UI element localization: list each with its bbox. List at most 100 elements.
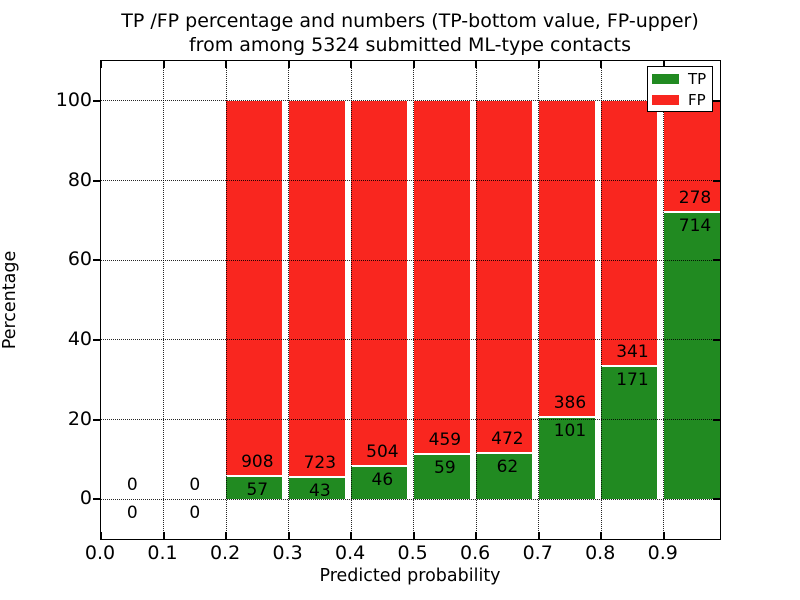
x-tick-bottom — [225, 532, 228, 539]
fp-legend-swatch — [652, 94, 679, 105]
x-tick-label: 0.5 — [397, 542, 428, 564]
bar-segment-fp — [538, 100, 595, 417]
tp-count-label: 714 — [678, 216, 712, 237]
x-tick-bottom — [162, 532, 165, 539]
fp-count-label: 504 — [366, 441, 399, 462]
tp-count-label: 0 — [126, 503, 138, 524]
fp-count-label: 278 — [678, 188, 712, 209]
bar-segment-tp — [663, 212, 720, 500]
bar-segment-tp — [476, 452, 533, 500]
y-tick-right — [713, 498, 720, 501]
y-tick-left — [93, 259, 101, 262]
fp-count-label: 459 — [428, 429, 462, 450]
x-tick-bottom — [600, 532, 603, 539]
fp-count-label: 908 — [241, 451, 274, 472]
bar-segment-fp — [413, 100, 470, 454]
x-gridline — [600, 61, 602, 539]
bar-segment-fp — [601, 100, 658, 367]
y-axis-label: Percentage — [0, 250, 20, 350]
x-tick-top — [600, 61, 603, 68]
bar-segment-tp — [601, 366, 658, 500]
y-tick-label: 100 — [55, 88, 92, 111]
y-gridline — [101, 100, 720, 102]
y-gridline — [101, 498, 720, 500]
tp-count-label: 101 — [553, 420, 587, 441]
x-tick-label: 0.2 — [209, 542, 241, 564]
fp-count-label: 0 — [189, 475, 201, 496]
bar-segment-tp — [288, 476, 345, 500]
fp-count-label: 0 — [126, 475, 138, 496]
legend-label: FP — [688, 90, 706, 109]
fp-count-label: 386 — [553, 392, 587, 413]
x-tick-top — [475, 61, 478, 68]
bar-segment-tp — [538, 416, 595, 500]
plot-area: 0 0 0 0 908 57 723 43 504 46 459 59 472 62 386 101 341 17… — [93, 60, 721, 540]
bar-segment-tp — [413, 453, 470, 500]
x-tick-label: 0.1 — [147, 542, 178, 564]
x-tick-label: 0.8 — [585, 542, 616, 564]
legend-label: TP — [688, 69, 707, 88]
x-tick-top — [537, 61, 540, 68]
chart-title: TP /FP percentage and numbers (TP-bottom… — [100, 9, 720, 57]
x-tick-top — [412, 61, 415, 68]
tp-legend-swatch — [652, 73, 679, 84]
y-tick-label: 80 — [67, 168, 92, 191]
bar-segment-fp — [663, 100, 720, 213]
tp-count-label: 0 — [189, 503, 201, 524]
y-tick-label: 0 — [79, 487, 92, 510]
x-gridline — [413, 61, 415, 539]
y-tick-right — [713, 99, 720, 102]
tp-count-label: 57 — [246, 479, 269, 500]
y-tick-left — [93, 498, 101, 501]
legend: TP FP — [647, 66, 713, 112]
bar-stack-divider — [288, 475, 345, 478]
x-tick-top — [100, 61, 102, 68]
y-tick-label: 60 — [67, 248, 92, 271]
fp-count-label: 341 — [616, 342, 649, 363]
tp-count-label: 43 — [309, 480, 331, 501]
bar-stack-divider — [226, 474, 283, 477]
y-gridline — [101, 419, 720, 420]
x-tick-bottom — [662, 532, 665, 539]
bar-segment-tp — [226, 475, 283, 500]
x-tick-top — [162, 61, 165, 68]
y-tick-right — [713, 418, 720, 421]
fp-count-label: 723 — [303, 452, 337, 473]
bar-segment-fp — [351, 100, 408, 466]
tp-count-label: 62 — [496, 456, 519, 477]
y-gridline — [101, 259, 720, 261]
y-tick-left — [93, 338, 101, 341]
x-gridline — [288, 61, 290, 539]
x-tick-bottom — [287, 532, 290, 539]
y-gridline — [101, 339, 720, 341]
bar-stack-divider — [413, 452, 470, 455]
x-tick-top — [350, 61, 353, 68]
chart-title-line2: from among 5324 submitted ML-type contac… — [188, 34, 632, 56]
legend-row: FP — [652, 92, 712, 108]
bar-stack-divider — [351, 464, 408, 467]
bar-stack-divider — [476, 451, 533, 454]
y-tick-left — [93, 99, 101, 102]
x-tick-bottom — [350, 532, 353, 539]
y-tick-right — [713, 259, 720, 262]
y-tick-left — [93, 418, 101, 421]
x-gridline — [225, 61, 227, 539]
x-gridline — [350, 61, 352, 539]
x-gridline — [663, 61, 665, 539]
bar-segment-fp — [476, 100, 533, 453]
x-gridline — [163, 61, 165, 539]
fp-count-label: 472 — [491, 428, 524, 449]
x-tick-label: 0.9 — [647, 542, 678, 564]
tp-count-label: 59 — [434, 457, 456, 478]
legend-row: TP — [652, 71, 712, 87]
x-gridline — [538, 61, 540, 539]
x-tick-top — [662, 61, 665, 68]
bar-stack-divider — [663, 211, 720, 214]
x-tick-label: 0.6 — [460, 542, 491, 564]
bar-stack-divider — [538, 415, 595, 418]
x-tick-bottom — [537, 532, 540, 539]
x-tick-label: 0.0 — [84, 542, 116, 564]
y-tick-label: 20 — [67, 407, 92, 430]
x-tick-bottom — [100, 532, 102, 539]
